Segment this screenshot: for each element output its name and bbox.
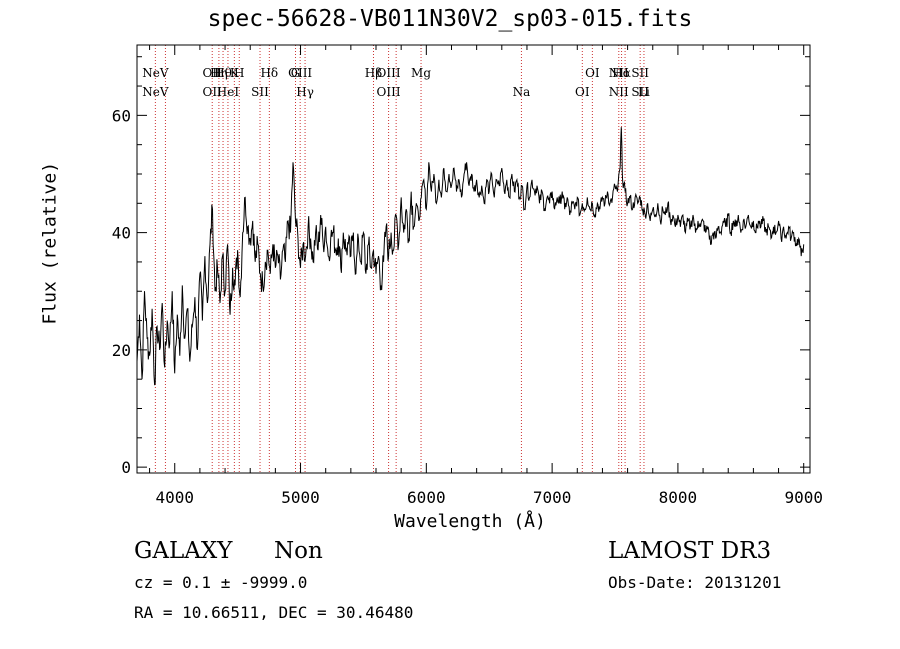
x-tick-label: 8000 [659,488,698,507]
y-tick-label: 40 [112,224,131,243]
observation-date: Obs-Date: 20131201 [608,573,782,592]
line-label-bottom: NeV [142,85,169,99]
line-label-top: OIII [377,66,401,80]
x-tick-label: 6000 [407,488,446,507]
line-label-top: K [230,66,240,80]
line-label-bottom: HeI [217,85,240,99]
line-label-top: H [234,66,244,80]
line-label-bottom: OIII [377,85,401,99]
line-label-top: Mg [411,66,431,80]
line-label-top: SII [631,66,649,80]
x-tick-label: 7000 [533,488,572,507]
line-label-top: Hα [612,66,631,80]
y-axis-label: Flux (relative) [39,161,61,325]
line-label-bottom: Na [513,85,531,99]
y-tick-label: 20 [112,341,131,360]
plot-frame [136,44,811,474]
x-tick-label: 4000 [155,488,194,507]
object-class: GALAXY [134,538,233,564]
axis-ticks: 4000 5000 6000 7000 8000 9000 0 20 40 60 [112,45,823,507]
line-label-bottom: OI [575,85,590,99]
line-label-bottom: SII [631,85,649,99]
coordinates-radec: RA = 10.66511, DEC = 30.46480 [134,603,414,622]
x-tick-label: 5000 [281,488,320,507]
x-tick-label: 9000 [784,488,823,507]
plot-border [136,44,811,474]
object-subclass: Non [274,538,323,564]
line-label-top: OII [203,66,223,80]
spectrum-trace [136,127,805,386]
line-label-bottom: SII [251,85,269,99]
line-label-top: OIII [288,66,312,80]
line-label-top: NII [609,66,629,80]
line-label-bottom: Hγ [296,85,314,99]
survey-name: LAMOST DR3 [608,538,772,564]
chart-title: spec-56628-VB011N30V2_sp03-015.fits [207,6,693,32]
line-label-top: Hδ [260,66,278,80]
y-tick-label: 60 [112,106,131,125]
line-label-bottom: Li [638,85,650,99]
line-label-top: OI [585,66,600,80]
line-label-top: NeV [142,66,169,80]
redshift-cz: cz = 0.1 ± -9999.0 [134,573,308,592]
line-label-top: Hβ [365,66,382,80]
line-label-top: Hθ [214,66,232,80]
line-label-bottom: OII [203,85,223,99]
line-label-top: G [291,66,301,80]
line-label-bottom: NII [609,85,629,99]
spectrum-line [136,127,805,386]
line-label-top: Hη [210,66,228,80]
y-tick-label: 0 [121,458,131,477]
x-axis-label: Wavelength (Å) [394,511,546,532]
